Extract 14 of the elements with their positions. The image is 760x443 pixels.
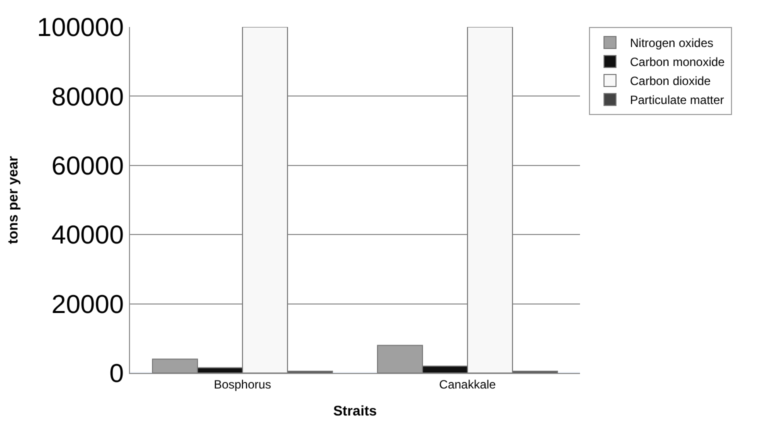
y-axis-title: tons per year bbox=[4, 155, 21, 244]
x-tick-label: Bosphorus bbox=[214, 377, 272, 392]
x-tick-label: Canakkale bbox=[439, 377, 496, 392]
x-axis-title: Straits bbox=[333, 402, 377, 419]
legend-label: Particulate matter bbox=[630, 93, 724, 108]
y-tick-label: 20000 bbox=[51, 288, 124, 319]
y-tick-label: 40000 bbox=[51, 220, 124, 250]
y-tick-label: 80000 bbox=[51, 81, 124, 112]
legend-label: Carbon dioxide bbox=[630, 74, 712, 88]
y-tick-label: 60000 bbox=[51, 150, 124, 180]
y-tick-label: 0 bbox=[109, 358, 124, 388]
legend-label: Nitrogen oxides bbox=[630, 36, 714, 50]
legend-label: Carbon monoxide bbox=[630, 55, 726, 70]
y-tick-label: 100000 bbox=[37, 12, 124, 42]
